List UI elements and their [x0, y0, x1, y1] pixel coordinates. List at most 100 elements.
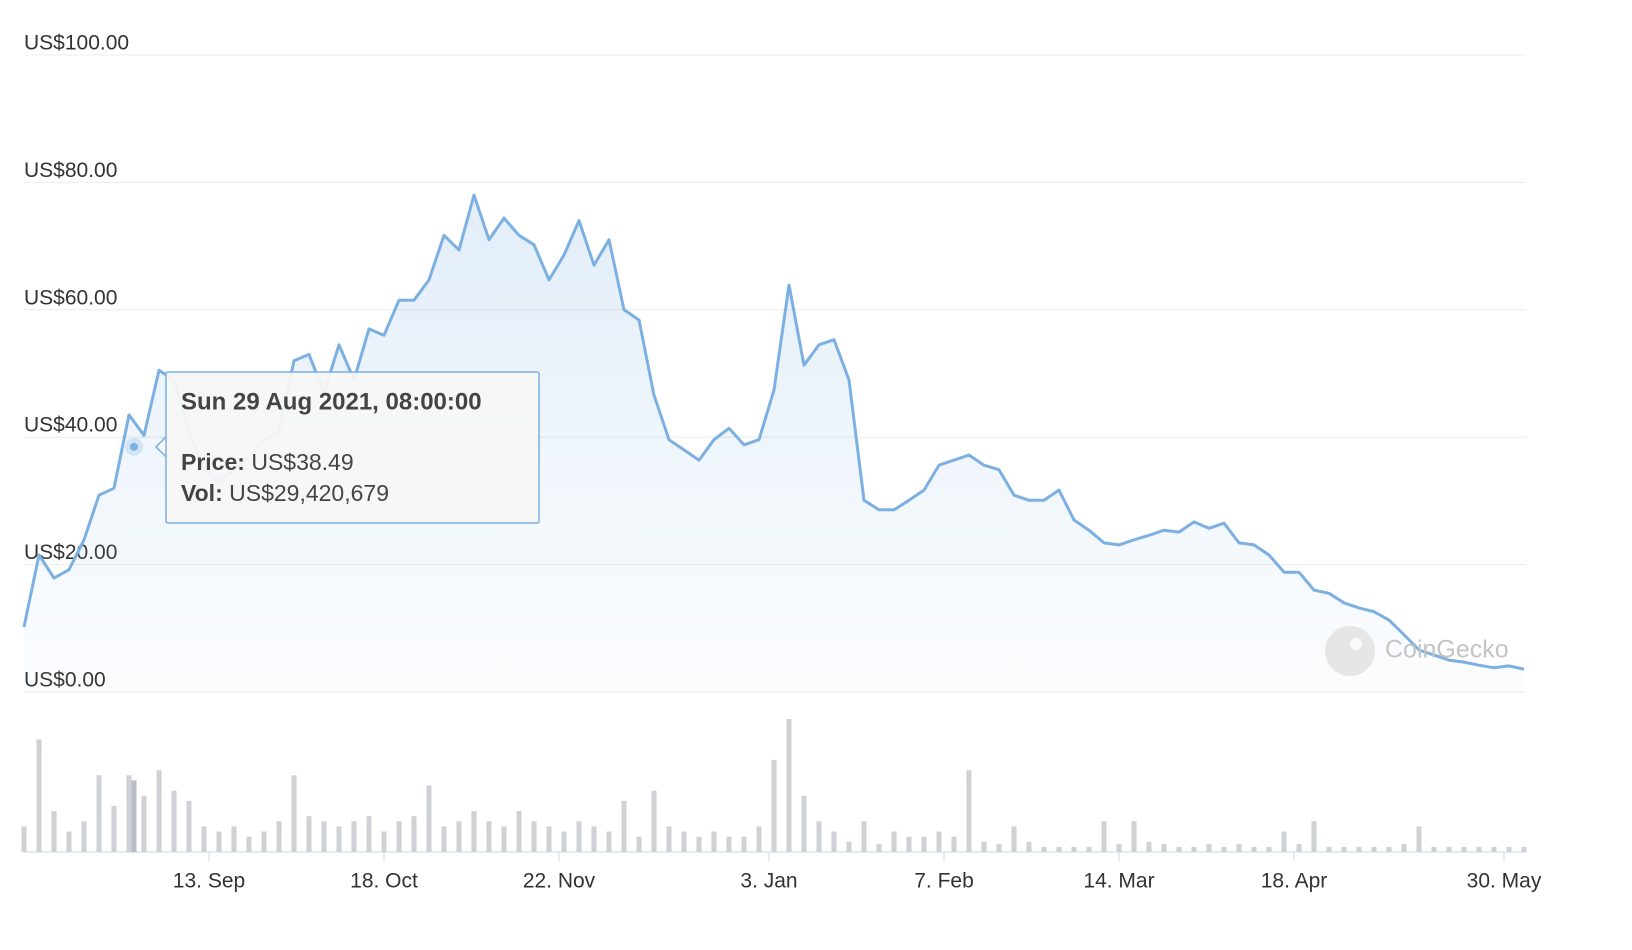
- tooltip-price-name: Price:: [181, 449, 245, 475]
- volume-bar: [696, 836, 702, 852]
- volume-bar: [1116, 843, 1122, 852]
- volume-bar: [1506, 846, 1512, 852]
- volume-bar: [36, 739, 42, 852]
- hover-point: [130, 442, 138, 451]
- volume-bar: [591, 826, 597, 852]
- x-tick-label: 30. May: [1467, 870, 1542, 893]
- volume-bar: [576, 821, 582, 852]
- volume-bar: [1356, 846, 1362, 852]
- volume-bar: [666, 826, 672, 852]
- volume-bar: [426, 785, 432, 852]
- volume-bar: [276, 821, 282, 852]
- x-tick-label: 18. Apr: [1261, 870, 1328, 893]
- volume-bar: [1191, 846, 1197, 852]
- volume-bar: [141, 795, 147, 852]
- volume-bar: [246, 836, 252, 852]
- volume-bar: [936, 831, 942, 852]
- volume-bar: [531, 821, 537, 852]
- volume-bar: [786, 719, 792, 852]
- volume-bar: [351, 821, 357, 852]
- volume-bar: [396, 821, 402, 852]
- volume-bar: [1461, 846, 1467, 852]
- volume-bar: [1521, 846, 1527, 852]
- volume-bar: [996, 843, 1002, 852]
- volume-bar: [156, 770, 162, 852]
- volume-bar: [216, 831, 222, 852]
- volume-bar: [336, 826, 342, 852]
- volume-bar: [261, 831, 267, 852]
- volume-bar: [1011, 826, 1017, 852]
- volume-bar: [876, 843, 882, 852]
- volume-bar: [486, 821, 492, 852]
- volume-bar: [21, 826, 27, 852]
- volume-bar: [1431, 846, 1437, 852]
- volume-bar: [471, 811, 477, 852]
- volume-bar: [81, 821, 87, 852]
- tooltip-volume-name: Vol:: [181, 480, 223, 506]
- volume-bar: [1206, 843, 1212, 852]
- volume-bar: [651, 790, 657, 852]
- volume-bar: [501, 826, 507, 852]
- volume-bar: [846, 841, 852, 852]
- volume-bar: [186, 800, 192, 852]
- tooltip-pointer: [154, 436, 167, 458]
- volume-bar: [516, 811, 522, 852]
- volume-bar: [1476, 846, 1482, 852]
- volume-bar: [441, 826, 447, 852]
- volume-bar: [291, 775, 297, 852]
- volume-bar: [411, 816, 417, 852]
- y-tick-label: US$60.00: [24, 286, 117, 309]
- volume-bar-hover: [131, 780, 137, 852]
- volume-bar: [1086, 846, 1092, 852]
- volume-bar: [1056, 846, 1062, 852]
- watermark-eye: [1350, 638, 1362, 650]
- volume-bar: [681, 831, 687, 852]
- volume-bar: [456, 821, 462, 852]
- volume-bar: [1221, 846, 1227, 852]
- volume-bar: [921, 836, 927, 852]
- x-tick-label: 3. Jan: [740, 870, 797, 893]
- volume-bar: [66, 831, 72, 852]
- volume-bar: [561, 831, 567, 852]
- volume-bar: [1326, 846, 1332, 852]
- volume-bar: [1146, 841, 1152, 852]
- watermark: CoinGecko: [1325, 626, 1509, 676]
- volume-bar: [861, 821, 867, 852]
- volume-bar: [1281, 831, 1287, 852]
- volume-bar: [171, 790, 177, 852]
- volume-bar: [606, 831, 612, 852]
- volume-bar: [1176, 846, 1182, 852]
- volume-bar: [906, 836, 912, 852]
- volume-bar: [1416, 826, 1422, 852]
- volume-bar: [1266, 846, 1272, 852]
- volume-bar: [1341, 846, 1347, 852]
- volume-bar: [1311, 821, 1317, 852]
- volume-bar: [1491, 846, 1497, 852]
- volume-bar: [1251, 846, 1257, 852]
- volume-bar: [981, 841, 987, 852]
- volume-bar: [1296, 843, 1302, 852]
- volume-bar: [831, 831, 837, 852]
- volume-bar: [321, 821, 327, 852]
- volume-bar: [201, 826, 207, 852]
- volume-bar: [546, 826, 552, 852]
- y-tick-label: US$40.00: [24, 414, 117, 437]
- volume-bar: [621, 800, 627, 852]
- volume-bar: [801, 795, 807, 852]
- x-tick-label: 14. Mar: [1083, 870, 1154, 893]
- volume-bar: [816, 821, 822, 852]
- volume-bar: [1101, 821, 1107, 852]
- volume-bar: [306, 816, 312, 852]
- volume-bar: [636, 836, 642, 852]
- y-tick-label: US$80.00: [24, 159, 117, 182]
- watermark-text: CoinGecko: [1385, 636, 1509, 664]
- volume-bar: [1041, 846, 1047, 852]
- volume-bar: [891, 831, 897, 852]
- tooltip-price-value: US$38.49: [251, 449, 353, 475]
- volume-bar: [726, 836, 732, 852]
- x-tick-label: 13. Sep: [173, 870, 245, 893]
- y-tick-label: US$100.00: [24, 32, 129, 55]
- volume-bar: [741, 836, 747, 852]
- volume-bar: [711, 831, 717, 852]
